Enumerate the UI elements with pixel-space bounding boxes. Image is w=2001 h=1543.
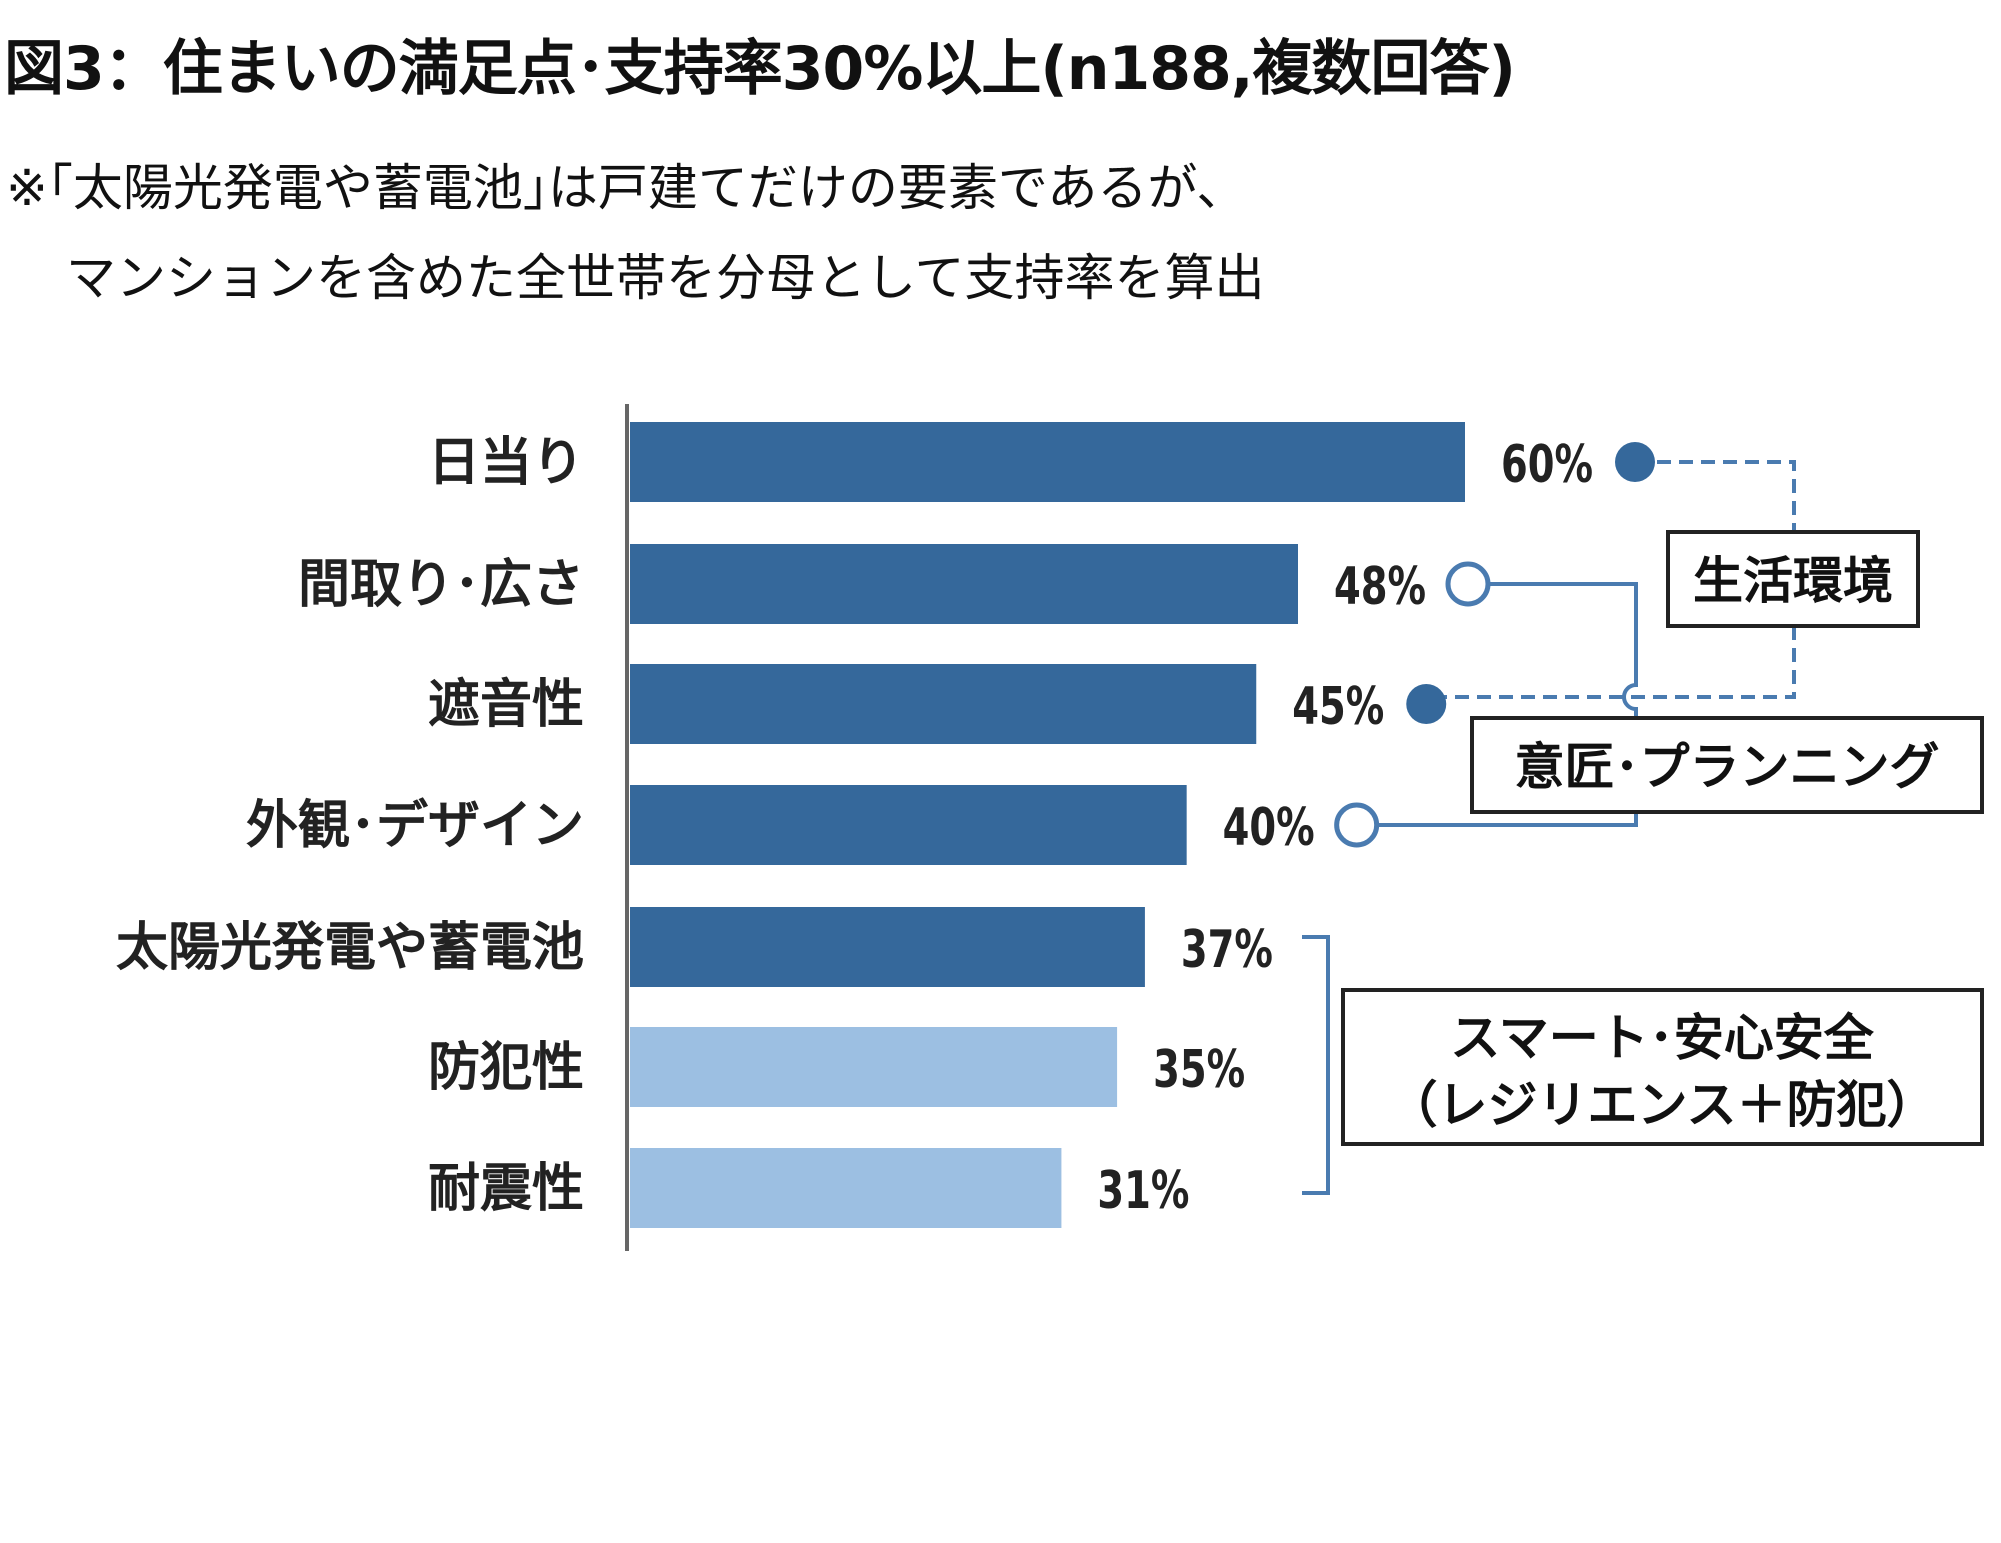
value-label: 40%	[1223, 798, 1315, 858]
group-connectors	[1302, 442, 1796, 1195]
category-label: 間取り･広さ	[298, 555, 584, 615]
filled-dot-marker	[1406, 684, 1447, 724]
bar	[630, 1148, 1062, 1228]
note-line-1: ※｢太陽光発電や蓄電池｣は戸建てだけの要素であるが、	[6, 159, 1247, 217]
bar	[630, 1027, 1118, 1107]
note-line-2: マンションを含めた全世帯を分母として支持率を算出	[66, 249, 1265, 307]
value-label: 48%	[1334, 557, 1426, 617]
chart-title: 図3：住まいの満足点･支持率30%以上(n188,複数回答)	[4, 34, 1516, 104]
value-label: 37%	[1181, 920, 1273, 980]
category-label: 日当り	[428, 433, 584, 493]
value-label: 31%	[1097, 1161, 1189, 1221]
category-label: 外観･デザイン	[246, 796, 584, 856]
group-bracket	[1302, 935, 1330, 1195]
bar	[630, 907, 1145, 987]
bar	[630, 422, 1465, 502]
group-box-living-environment: 生活環境	[1666, 530, 1920, 628]
group-label-design-planning: 意匠･プランニング	[1515, 738, 1940, 796]
group-label-smart-safety-line2: （レジリエンス＋防犯）	[1388, 1076, 1937, 1134]
group-label-smart-safety-line1: スマート･安心安全	[1450, 1009, 1874, 1067]
value-label: 35%	[1153, 1040, 1245, 1100]
filled-dot-marker	[1615, 442, 1655, 482]
category-label: 防犯性	[428, 1038, 584, 1098]
open-circle-marker	[1334, 802, 1380, 848]
open-circle-marker	[1445, 561, 1491, 607]
connector-solid	[1356, 582, 1638, 827]
category-label: 遮音性	[428, 675, 584, 735]
bar	[630, 664, 1257, 744]
connector-dashed	[1426, 460, 1796, 699]
bar	[630, 544, 1298, 624]
value-label: 60%	[1501, 435, 1593, 495]
group-box-smart-safety: スマート･安心安全 （レジリエンス＋防犯）	[1341, 988, 1984, 1146]
group-label-living-environment: 生活環境	[1693, 552, 1893, 610]
category-label: 太陽光発電や蓄電池	[116, 918, 584, 978]
value-label: 45%	[1292, 677, 1384, 737]
bar	[630, 785, 1187, 865]
category-label: 耐震性	[428, 1159, 584, 1219]
group-box-design-planning: 意匠･プランニング	[1470, 716, 1984, 814]
